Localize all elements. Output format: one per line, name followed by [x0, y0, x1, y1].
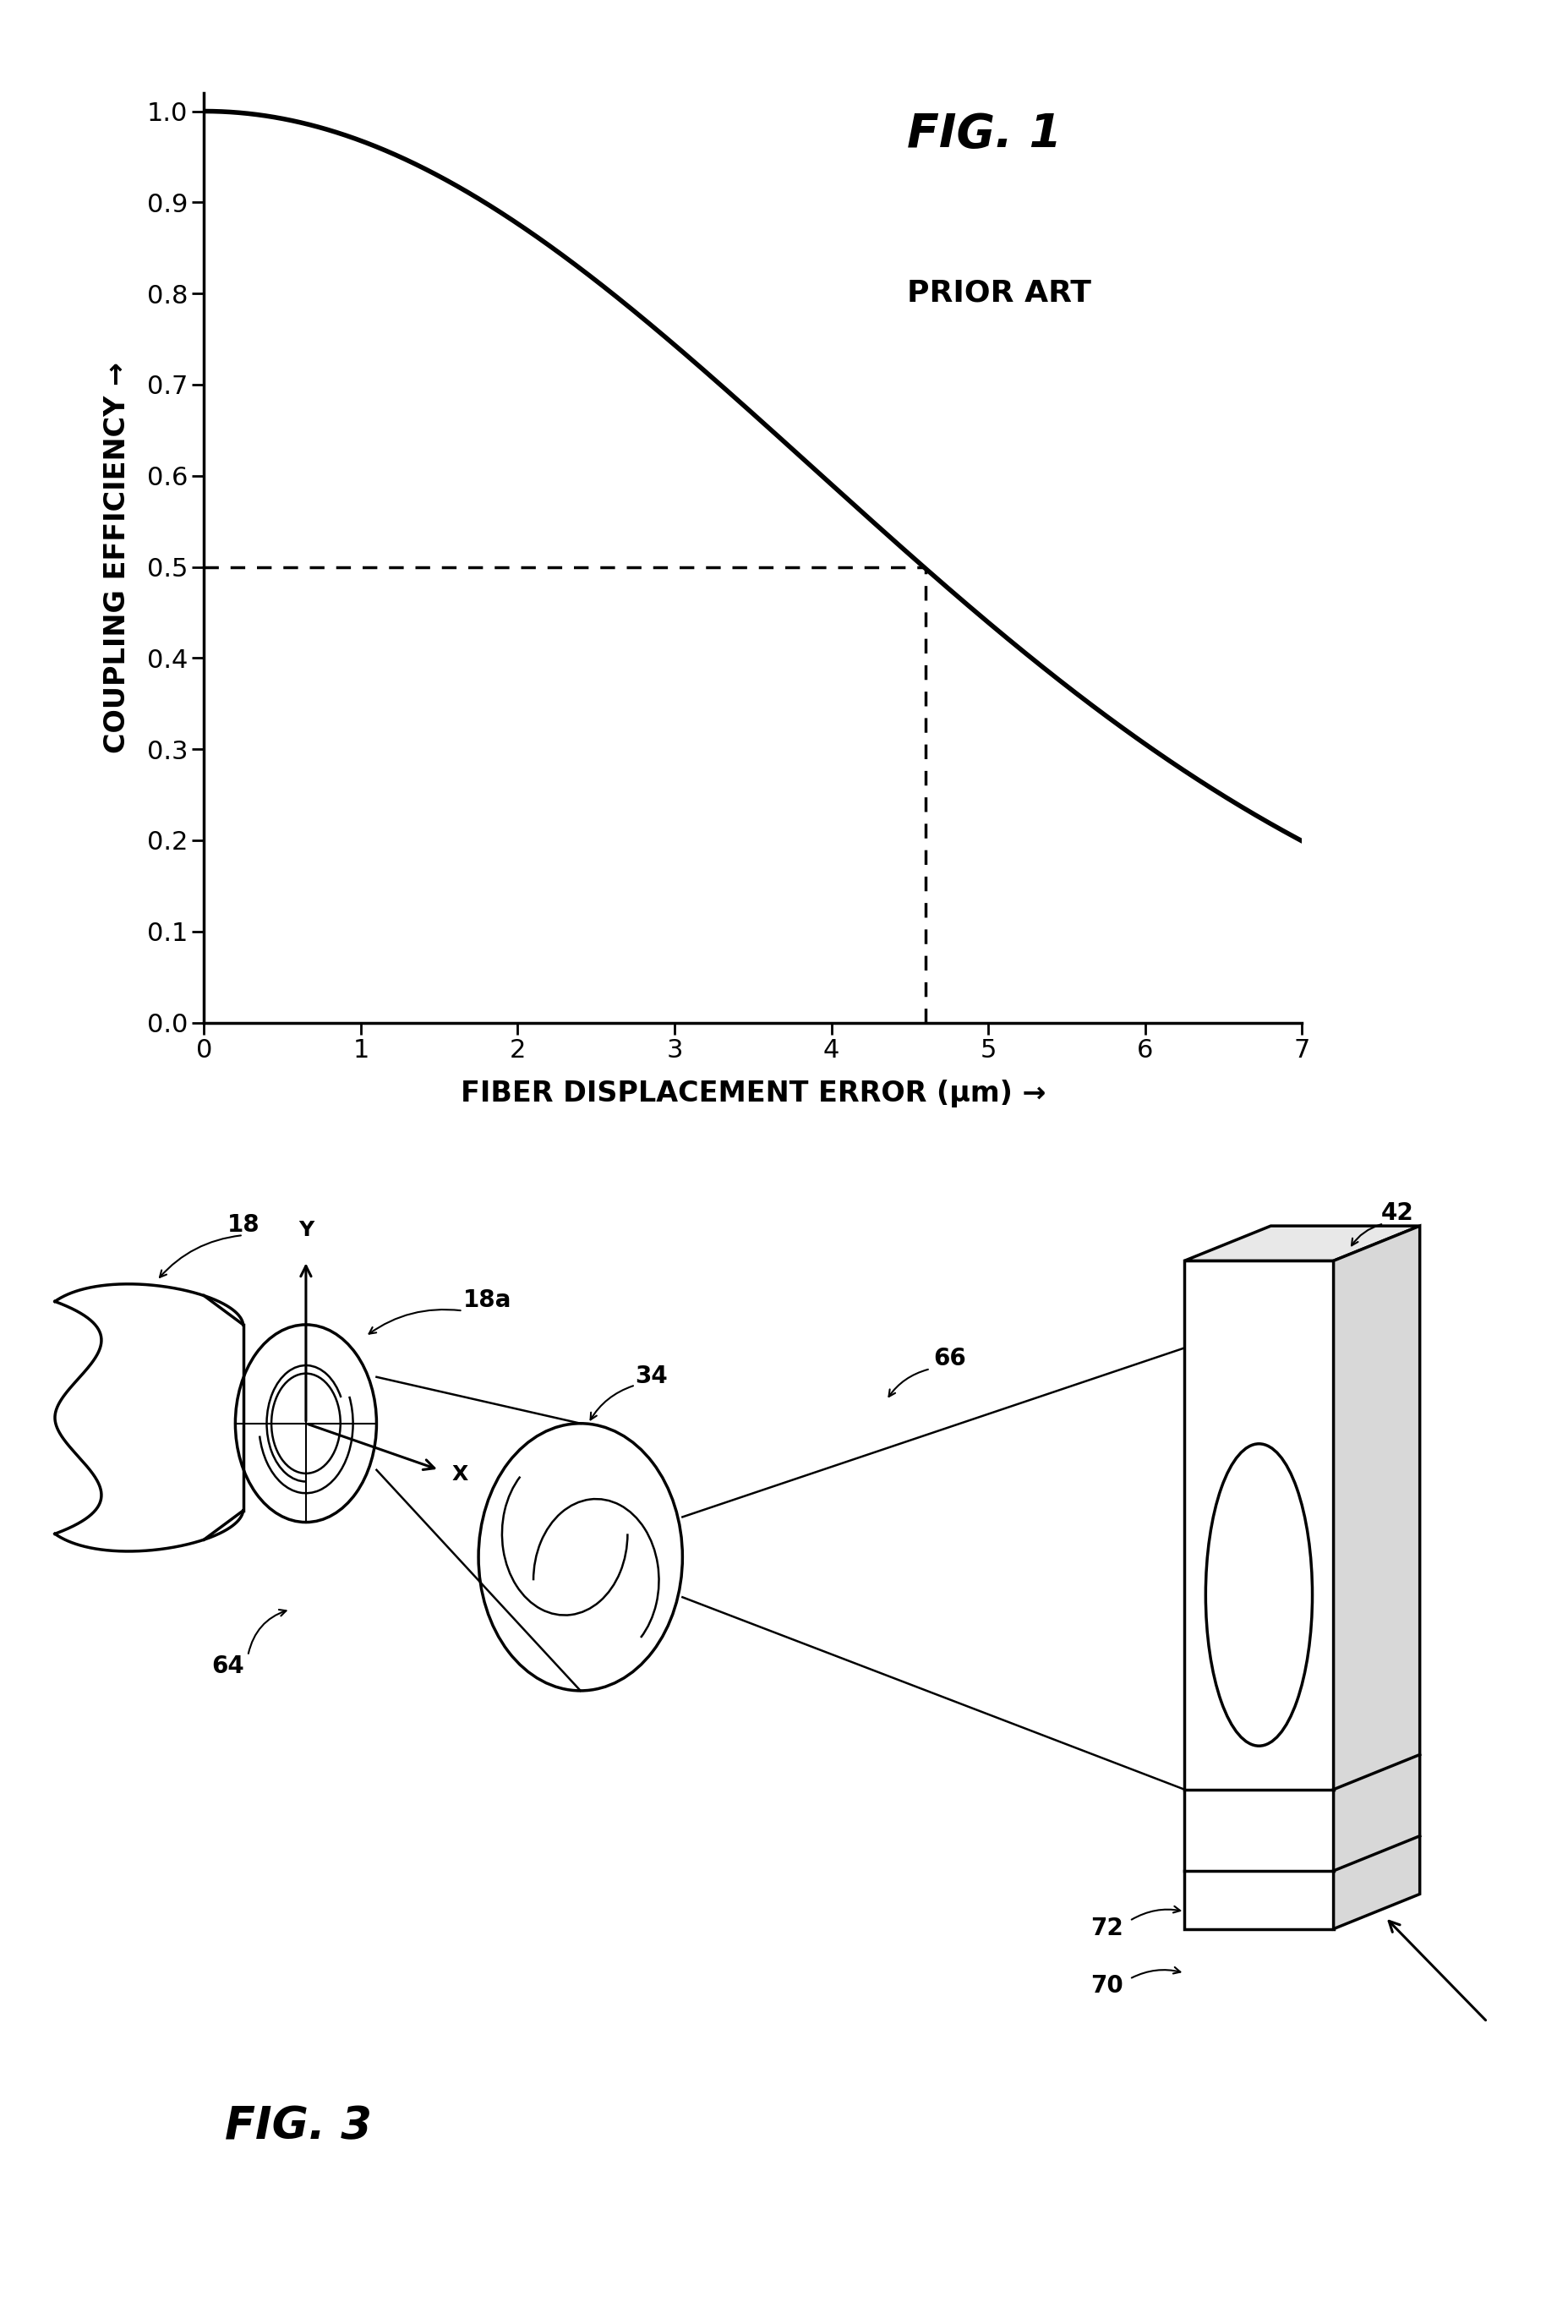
Polygon shape — [1184, 1227, 1419, 1260]
Text: 72: 72 — [1090, 1915, 1123, 1941]
X-axis label: FIBER DISPLACEMENT ERROR (μm) →: FIBER DISPLACEMENT ERROR (μm) → — [459, 1078, 1046, 1106]
Text: 70: 70 — [1090, 1973, 1123, 1999]
Text: 42: 42 — [1380, 1202, 1413, 1225]
Text: X: X — [452, 1464, 467, 1485]
Text: Y: Y — [298, 1220, 314, 1241]
Y-axis label: COUPLING EFFICIENCY →: COUPLING EFFICIENCY → — [103, 363, 130, 753]
Text: FIG. 1: FIG. 1 — [906, 112, 1062, 158]
Text: 18a: 18a — [463, 1287, 511, 1313]
Text: 64: 64 — [212, 1655, 245, 1678]
Text: FIG. 3: FIG. 3 — [224, 2106, 372, 2147]
Text: 66: 66 — [933, 1346, 966, 1371]
Text: PRIOR ART: PRIOR ART — [906, 279, 1090, 307]
Text: 18: 18 — [227, 1213, 260, 1236]
Polygon shape — [1333, 1227, 1419, 1929]
Text: 34: 34 — [635, 1364, 668, 1387]
